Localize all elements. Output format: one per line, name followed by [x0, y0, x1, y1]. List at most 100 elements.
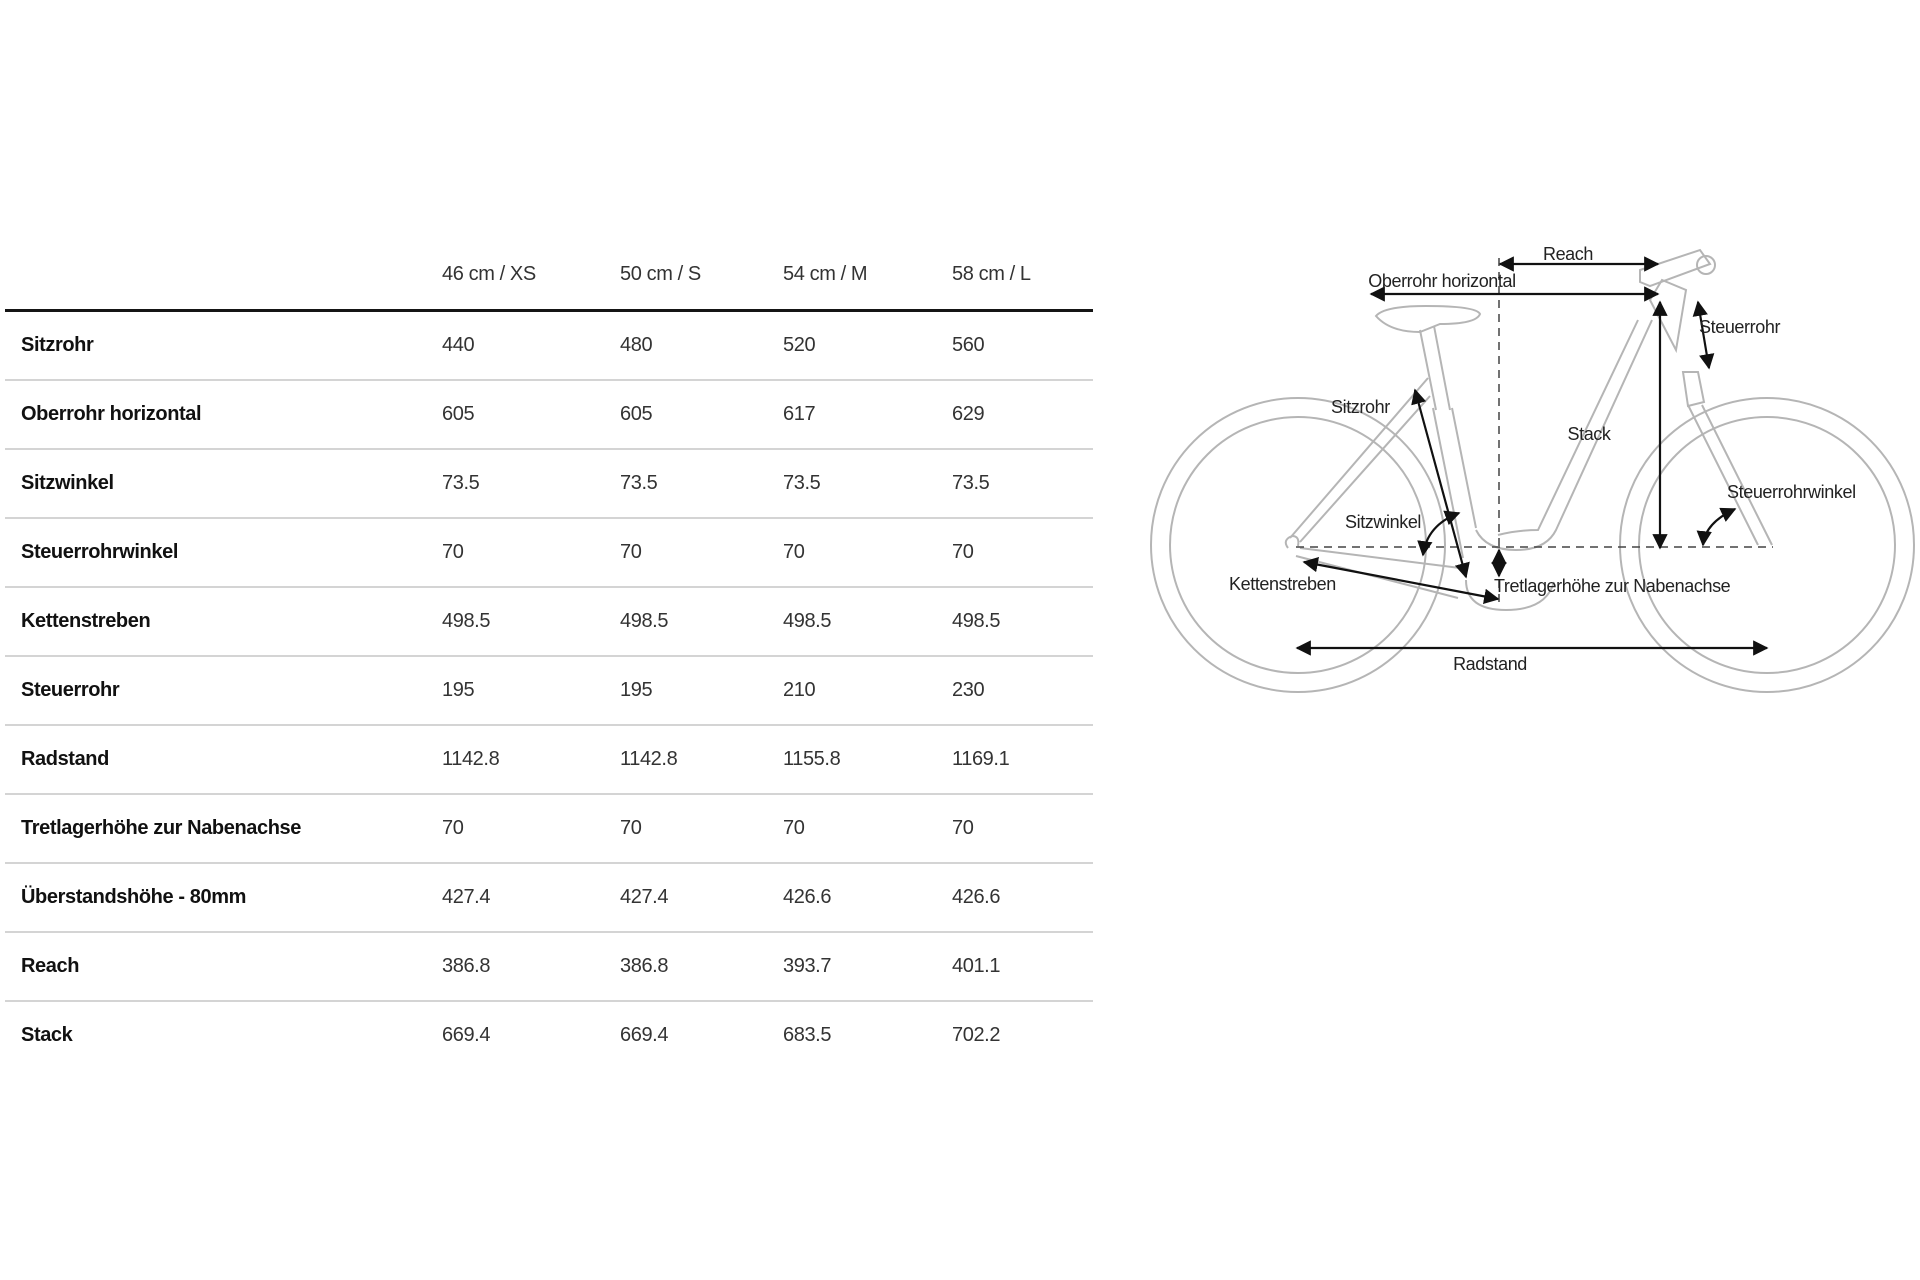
cell-value: 195: [442, 656, 620, 726]
row-label: Kettenstreben: [5, 587, 442, 657]
cell-value: 1142.8: [620, 725, 783, 795]
cell-value: 669.4: [442, 1024, 491, 1046]
cell-value: 393.7: [783, 932, 952, 1002]
column-header-xs: 46 cm / XS: [442, 240, 620, 312]
table-row: Überstandshöhe - 80mm 427.4 427.4 426.6 426.…: [5, 863, 1093, 933]
cell-value: 1169.1: [952, 725, 1093, 795]
front-wheel-tire: [1619, 397, 1915, 693]
column-header-m: 54 cm / M: [783, 240, 952, 312]
cell-value: 73.5: [783, 449, 952, 519]
row-label: Radstand: [5, 725, 442, 795]
row-label: Sitzrohr: [5, 310, 442, 381]
column-header-l: 58 cm / L: [952, 240, 1093, 312]
cell-value: 426.6: [952, 863, 1093, 933]
cell-value: 427.4: [442, 863, 620, 933]
head-angle-arrow: [1696, 507, 1737, 547]
table-row: Tretlagerhöhe zur Nabenachse 70 70 70 70: [5, 794, 1093, 864]
seat-tube-arrow: [1411, 388, 1470, 579]
cell-value: 401.1: [952, 932, 1093, 1002]
cell-value: 70: [952, 794, 1093, 864]
column-header-s: 50 cm / S: [620, 240, 783, 312]
reference-lines: [1296, 258, 1773, 607]
cell-value: 73.5: [620, 449, 783, 519]
cell-value: 386.8: [620, 932, 783, 1002]
table-row: Steuerrohrwinkel 70 70 70 70: [5, 518, 1093, 588]
rear-dropout: [1284, 534, 1300, 549]
cell-value: 70: [783, 794, 952, 864]
table-row: Sitzwinkel 73.5 73.5 73.5 73.5: [5, 449, 1093, 519]
seat-post: [1419, 325, 1451, 411]
diagram-labels: Reach Oberrohr horizontal Steuerrohr Sit…: [1229, 244, 1856, 674]
geometry-table: 46 cm / XS 50 cm / S 54 cm / M 58 cm / L…: [5, 240, 1093, 1069]
cell-value: 73.5: [952, 449, 1093, 519]
handlebar-end: [1696, 255, 1716, 275]
cell-value: 195: [620, 656, 783, 726]
table-row: Steuerrohr 195 195 210 230: [5, 656, 1093, 726]
cell-value: 1155.8: [783, 725, 952, 795]
cell-value: 520: [783, 310, 952, 381]
label-seat-tube: Sitzrohr: [1331, 397, 1390, 417]
seat-stay: [1289, 377, 1431, 543]
column-header: [5, 240, 442, 312]
row-label: Tretlagerhöhe zur Nabenachse: [5, 794, 442, 864]
cell-value: 70: [442, 794, 620, 864]
row-label: Reach: [5, 932, 442, 1002]
cell-value: 498.5: [952, 587, 1093, 657]
cell-value: 426.6: [783, 863, 952, 933]
cell-value: 702.2: [952, 1024, 1001, 1046]
label-top-tube: Oberrohr horizontal: [1368, 271, 1515, 291]
table-row: Sitzrohr 440 480 520 560: [5, 310, 1093, 381]
table-header-row: 46 cm / XS 50 cm / S 54 cm / M 58 cm / L: [5, 240, 1093, 312]
label-chainstays: Kettenstreben: [1229, 574, 1336, 594]
cell-value: 617: [783, 380, 952, 450]
cell-value: 669.4: [620, 1024, 669, 1046]
table-row: Oberrohr horizontal 605 605 617 629: [5, 380, 1093, 450]
measurement-arrows: [1295, 256, 1769, 656]
cell-value: 480: [620, 310, 783, 381]
row-label: Oberrohr horizontal: [5, 380, 442, 450]
cell-value: 560: [952, 310, 1093, 381]
cell-value: 629: [952, 380, 1093, 450]
fork: [1681, 371, 1773, 546]
chainstay-arrow: [1302, 557, 1500, 604]
label-stack: Stack: [1567, 424, 1611, 444]
cell-value: 70: [783, 518, 952, 588]
cell-value: 70: [442, 518, 620, 588]
cell-value: 605: [620, 380, 783, 450]
bike-frame-drawing: [1150, 248, 1915, 693]
label-reach: Reach: [1543, 244, 1593, 264]
down-tube: [1475, 319, 1653, 552]
cell-value: 386.8: [442, 932, 620, 1002]
front-wheel-rim: [1638, 416, 1896, 674]
row-label: Steuerrohrwinkel: [5, 518, 442, 588]
cell-value: 73.5: [442, 449, 620, 519]
label-head-angle: Steuerrohrwinkel: [1727, 482, 1856, 502]
stem-handlebar: [1639, 248, 1712, 288]
cell-value: 427.4: [620, 863, 783, 933]
head-tube: [1648, 278, 1688, 354]
label-head-tube: Steuerrohr: [1699, 317, 1780, 337]
table-row: Radstand 1142.8 1142.8 1155.8 1169.1: [5, 725, 1093, 795]
cell-value: 70: [952, 518, 1093, 588]
saddle: [1374, 304, 1482, 334]
cell-value: 70: [620, 794, 783, 864]
table-row: Kettenstreben 498.5 498.5 498.5 498.5: [5, 587, 1093, 657]
cell-value: 605: [442, 380, 620, 450]
row-label: Überstandshöhe - 80mm: [5, 863, 442, 933]
row-label: Stack: [21, 1024, 73, 1046]
row-label: Sitzwinkel: [5, 449, 442, 519]
cell-value: 683.5: [783, 1024, 832, 1046]
label-wheelbase: Radstand: [1453, 654, 1527, 674]
cell-value: 210: [783, 656, 952, 726]
label-bb-drop: Tretlagerhöhe zur Nabenachse: [1494, 576, 1731, 596]
row-label: Steuerrohr: [5, 656, 442, 726]
cell-value: 498.5: [442, 587, 620, 657]
table-row: Reach 386.8 386.8 393.7 401.1: [5, 932, 1093, 1002]
cell-value: 70: [620, 518, 783, 588]
cell-value: 230: [952, 656, 1093, 726]
label-seat-angle: Sitzwinkel: [1345, 512, 1421, 532]
cell-value: 440: [442, 310, 620, 381]
cell-value: 498.5: [620, 587, 783, 657]
seat-angle-arrow: [1417, 510, 1461, 557]
